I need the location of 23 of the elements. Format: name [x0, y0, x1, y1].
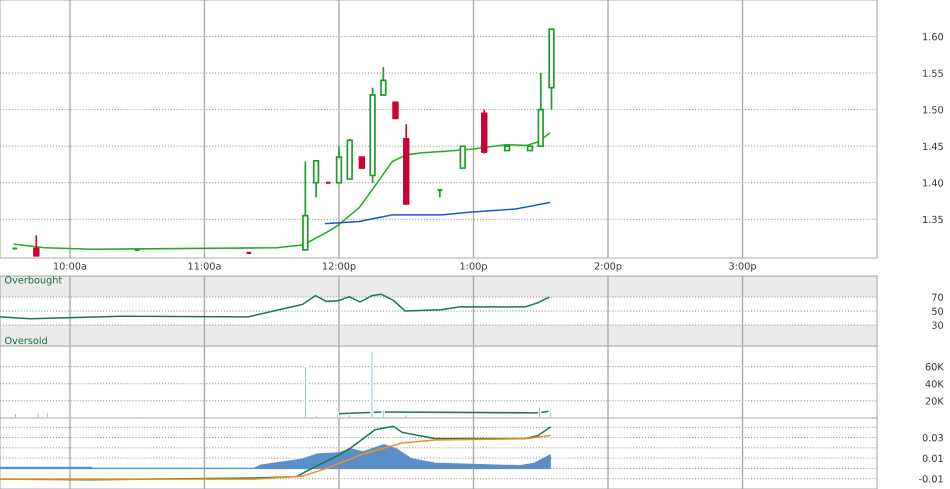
x-tick-label: 11:00a: [188, 262, 221, 270]
band-label: Overbought: [4, 276, 62, 286]
y-tick-label: 1.60: [923, 33, 944, 40]
y-tick-label: 70: [932, 294, 944, 301]
y-tick-label: 1.50: [923, 106, 944, 114]
y-tick-label: 1.45: [923, 142, 943, 150]
y-tick-label: 1.40: [923, 179, 944, 187]
x-tick-label: 12:00p: [322, 262, 356, 272]
x-tick-label: 1:00p: [460, 262, 487, 272]
y-tick-label: 20K: [926, 397, 944, 405]
y-tick-label: 0.01: [922, 454, 943, 462]
y-tick-label: 40K: [925, 380, 944, 388]
y-tick-label: 1.35: [923, 216, 943, 224]
band-label: Oversold: [4, 336, 47, 344]
y-tick-label: 0.03: [922, 434, 943, 442]
y-tick-label: 60K: [926, 363, 944, 370]
y-tick-label: 50: [932, 308, 944, 315]
x-tick-label: 3:00p: [729, 262, 756, 272]
y-tick-label: -0.01: [919, 475, 943, 483]
x-tick-label: 2:00p: [594, 262, 622, 272]
x-tick-label: 10:00a: [54, 262, 86, 270]
y-tick-label: 1.55: [923, 70, 943, 77]
y-tick-label: 30: [932, 322, 944, 329]
